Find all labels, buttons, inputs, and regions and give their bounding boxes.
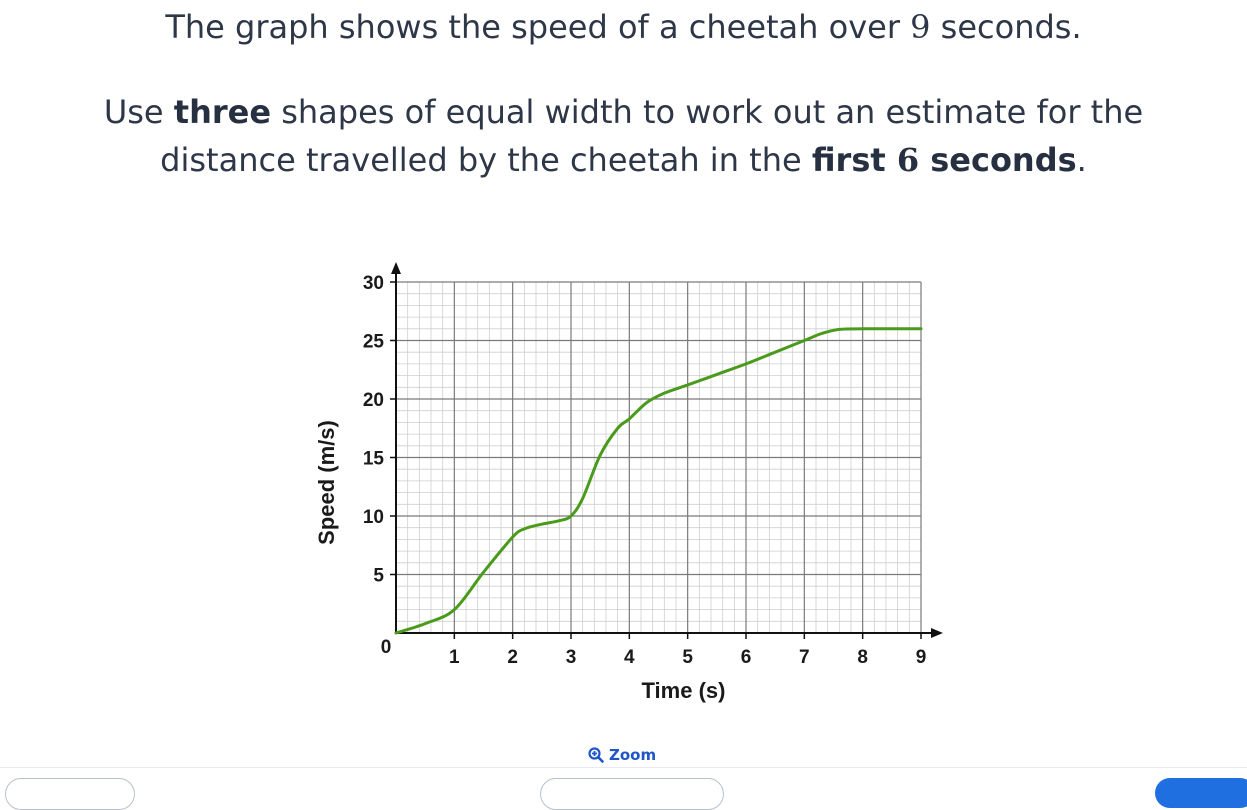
x-axis-arrow xyxy=(931,628,943,638)
y-tick-label: 25 xyxy=(363,332,385,353)
zoom-button[interactable]: Zoom xyxy=(588,746,656,764)
axes xyxy=(390,262,943,639)
x-tick-label: 8 xyxy=(857,647,868,668)
x-tick-label: 0 xyxy=(381,637,392,658)
x-tick-label: 2 xyxy=(507,647,518,668)
x-axis-title: Time (s) xyxy=(642,678,726,703)
x-tick-label: 5 xyxy=(682,647,693,668)
y-axis-arrow xyxy=(391,262,401,274)
y-tick-label: 10 xyxy=(363,507,384,528)
y-tick-label: 20 xyxy=(363,390,384,411)
zoom-in-icon xyxy=(588,747,604,763)
x-tick-label: 7 xyxy=(799,647,810,668)
footer-middle-button[interactable] xyxy=(540,778,724,810)
x-tick-label: 4 xyxy=(624,647,635,668)
speed-line xyxy=(394,327,923,635)
y-tick-label: 5 xyxy=(373,566,384,587)
tick-labels: 0 1 2 3 4 5 6 7 8 9 5 10 15 20 25 30 xyxy=(363,273,926,668)
zoom-label: Zoom xyxy=(609,746,657,764)
footer-primary-button[interactable] xyxy=(1155,778,1247,808)
grid-major xyxy=(396,281,922,633)
x-tick-label: 3 xyxy=(566,647,577,668)
footer-left-button[interactable] xyxy=(5,778,135,810)
question-line-1: The graph shows the speed of a cheetah o… xyxy=(165,8,1082,46)
question-line-2: Use three shapes of equal width to work … xyxy=(103,93,1144,179)
x-tick-label: 1 xyxy=(449,647,460,668)
footer-divider xyxy=(0,767,1247,768)
x-tick-label: 9 xyxy=(916,647,927,668)
speed-time-graph: 0 1 2 3 4 5 6 7 8 9 5 10 15 20 25 30 Time (s) Speed (m/… xyxy=(314,262,943,703)
y-tick-label: 30 xyxy=(363,273,384,294)
y-tick-label: 15 xyxy=(363,449,385,470)
y-axis-title: Speed (m/s) xyxy=(314,420,339,545)
x-tick-label: 6 xyxy=(741,647,752,668)
